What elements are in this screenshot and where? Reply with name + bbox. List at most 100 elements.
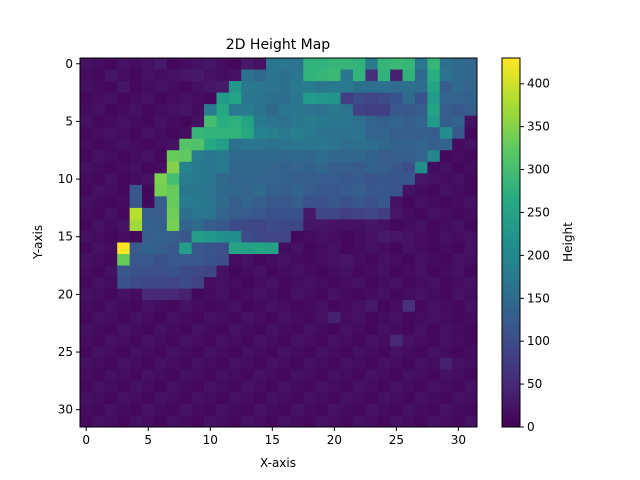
heatmap-cell [129, 265, 143, 278]
heatmap-cell [241, 81, 255, 93]
heatmap-cell [228, 184, 242, 197]
heatmap-cell [216, 403, 230, 416]
heatmap-cell [315, 196, 329, 209]
heatmap-cell [390, 173, 403, 186]
heatmap-cell [216, 81, 230, 93]
heatmap-cell [228, 357, 242, 370]
heatmap-cell [390, 311, 403, 324]
heatmap-cell [154, 150, 168, 163]
heatmap-cell [315, 115, 329, 128]
heatmap-cell [402, 161, 416, 174]
heatmap-cell [427, 392, 441, 405]
heatmap-cell [179, 207, 193, 220]
heatmap-cell [303, 219, 317, 232]
heatmap-cell [439, 277, 453, 290]
heatmap-cell [414, 403, 428, 416]
heatmap-cell [352, 369, 366, 382]
heatmap-cell [92, 346, 106, 359]
heatmap-cell [390, 58, 403, 70]
heatmap-cell [179, 115, 193, 128]
heatmap-cell [266, 138, 279, 151]
heatmap-cell [315, 254, 329, 266]
heatmap-cell [92, 254, 106, 266]
heatmap-cell [129, 173, 143, 186]
y-tick-label: 0 [65, 57, 73, 71]
heatmap-cell [303, 150, 317, 163]
heatmap-cell [464, 288, 478, 301]
heatmap-cell [92, 369, 106, 382]
heatmap-cell [452, 300, 465, 313]
colorbar-tick-label: 250 [527, 205, 550, 219]
heatmap-cell [365, 115, 379, 128]
heatmap-cell [166, 254, 180, 266]
heatmap-cell [427, 265, 441, 278]
heatmap-cell [228, 288, 242, 301]
heatmap-cell [427, 92, 441, 105]
colorbar-tick-label: 300 [527, 163, 550, 177]
heatmap-cell [290, 323, 304, 336]
heatmap-cell [352, 311, 366, 324]
heatmap-cell [228, 104, 242, 117]
heatmap-cell [340, 69, 354, 82]
x-axis-ticks: 0 5 10 15 20 25 30 [82, 427, 466, 447]
heatmap-cell [365, 403, 379, 416]
heatmap-cell [154, 196, 168, 209]
heatmap-cell [104, 81, 118, 93]
heatmap-cell [414, 277, 428, 290]
heatmap-cell [142, 346, 155, 359]
heatmap-cell [191, 184, 205, 197]
heatmap-cell [166, 173, 180, 186]
heatmap-cell [179, 161, 193, 174]
heatmap-cell [427, 173, 441, 186]
heatmap-cell [290, 403, 304, 416]
heatmap-cell [92, 115, 106, 128]
heatmap-cell [117, 104, 131, 117]
heatmap-cell [352, 323, 366, 336]
heatmap-cell [191, 392, 205, 405]
heatmap-cell [340, 300, 354, 313]
heatmap-cell [290, 92, 304, 105]
heatmap-cell [402, 265, 416, 278]
heatmap-cell [452, 104, 465, 117]
heatmap-cell [427, 334, 441, 347]
heatmap-cell [328, 403, 341, 416]
heatmap-cell [104, 415, 118, 428]
heatmap-cell [365, 127, 379, 140]
heatmap-cell [92, 69, 106, 82]
heatmap-cell [377, 277, 391, 290]
heatmap-cell [427, 184, 441, 197]
heatmap-cell [278, 196, 292, 209]
heatmap-cell [142, 115, 155, 128]
heatmap-cell [241, 150, 255, 163]
heatmap-cell [377, 69, 391, 82]
heatmap-cell [402, 346, 416, 359]
heatmap-cell [80, 288, 93, 301]
heatmap-cell [390, 138, 403, 151]
heatmap-cell [377, 184, 391, 197]
heatmap-cell [80, 369, 93, 382]
heatmap-cell [464, 242, 478, 255]
heatmap-cell [179, 173, 193, 186]
heatmap-cell [377, 265, 391, 278]
heatmap-cell [253, 69, 267, 82]
heatmap-cell [452, 288, 465, 301]
heatmap-cell [204, 254, 217, 266]
heatmap-cell [92, 104, 106, 117]
heatmap-cell [452, 380, 465, 393]
heatmap-cell [340, 311, 354, 324]
heatmap-cell [241, 58, 255, 70]
heatmap-cell [377, 346, 391, 359]
heatmap-cell [390, 104, 403, 117]
heatmap-cell [452, 219, 465, 232]
heatmap-cell [179, 415, 193, 428]
heatmap-cell [340, 219, 354, 232]
heatmap-cell [303, 311, 317, 324]
heatmap-cell [191, 380, 205, 393]
heatmap-cell [104, 92, 118, 105]
heatmap-cell [278, 346, 292, 359]
heatmap-cell [117, 403, 131, 416]
heatmap-cell [142, 369, 155, 382]
heatmap-cell [315, 323, 329, 336]
heatmap-cell [142, 219, 155, 232]
heatmap-cell [390, 346, 403, 359]
